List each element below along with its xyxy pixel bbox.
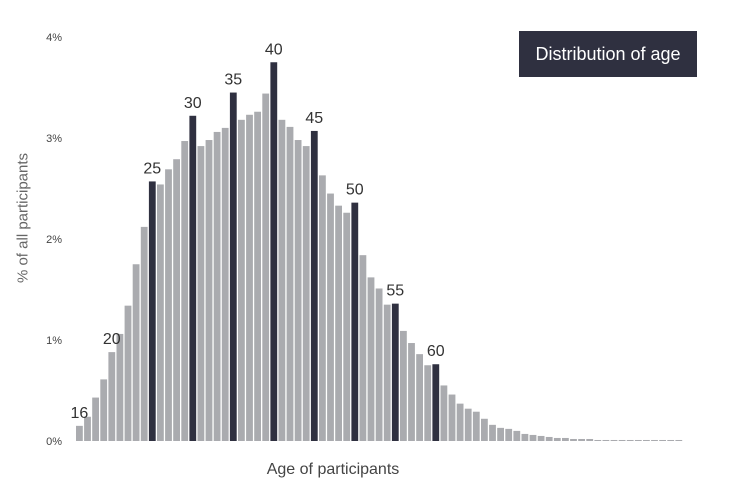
bar-label-55: 55 <box>386 283 404 300</box>
bar-age-59 <box>424 365 432 441</box>
bar-age-51 <box>359 255 367 441</box>
bar-age-37 <box>246 114 253 442</box>
bar-age-53 <box>375 288 383 441</box>
bar-age-76 <box>562 437 569 441</box>
bar-age-79 <box>586 438 594 441</box>
bar-age-72 <box>529 434 537 441</box>
bar-age-48 <box>335 205 342 441</box>
y-tick-label: 4% <box>46 32 62 44</box>
bar-age-78 <box>578 438 585 441</box>
bar-age-24 <box>140 226 148 441</box>
bar-age-35 <box>229 92 237 442</box>
bar-age-19 <box>100 379 108 441</box>
bar-label-50: 50 <box>346 182 364 199</box>
bar-age-90 <box>675 439 683 441</box>
bar-age-31 <box>197 146 205 441</box>
bar-age-89 <box>667 439 675 441</box>
bar-age-60 <box>432 364 440 441</box>
bar-age-50 <box>351 202 359 441</box>
bar-age-41 <box>278 119 286 441</box>
bar-age-42 <box>286 126 294 441</box>
bar-age-52 <box>367 277 375 441</box>
bar-age-57 <box>408 343 415 441</box>
bar-label-25: 25 <box>143 160 161 177</box>
bar-age-47 <box>327 193 334 441</box>
bar-age-77 <box>570 438 577 441</box>
bar-age-39 <box>262 93 270 441</box>
bar-age-44 <box>302 146 310 441</box>
y-axis-label: % of all participants <box>14 152 32 284</box>
y-tick-label: 2% <box>46 234 62 246</box>
bar-age-38 <box>254 111 261 442</box>
bar-age-84 <box>626 439 634 441</box>
bar-age-23 <box>132 264 140 441</box>
bar-age-87 <box>651 439 658 441</box>
x-axis-label: Age of participants <box>266 461 400 478</box>
bar-age-61 <box>440 385 448 441</box>
bar-age-33 <box>213 131 221 441</box>
bar-age-86 <box>643 439 650 441</box>
bar-age-32 <box>205 140 213 441</box>
bar-age-74 <box>545 436 553 441</box>
bar-label-35: 35 <box>224 72 242 89</box>
bar-age-21 <box>116 333 124 441</box>
bar-age-17 <box>84 416 91 441</box>
y-axis-ticks: 0% 1% 2% 3% 4% <box>46 32 62 448</box>
bar-age-82 <box>610 439 618 441</box>
bar-age-55 <box>391 303 399 441</box>
bar-age-58 <box>416 354 423 441</box>
bar-age-46 <box>319 175 326 441</box>
bar-labels: 16 20 25 30 35 40 45 50 55 60 <box>71 41 445 422</box>
bar-label-40: 40 <box>265 41 283 58</box>
bar-label-16: 16 <box>71 405 89 422</box>
y-tick-label: 1% <box>46 335 62 347</box>
bar-age-63 <box>456 403 464 441</box>
bar-age-26 <box>157 184 164 441</box>
bar-age-71 <box>521 433 529 441</box>
bar-age-25 <box>148 181 156 441</box>
bar-age-62 <box>448 394 456 441</box>
bar-label-45: 45 <box>305 110 323 127</box>
bar-age-28 <box>173 159 180 441</box>
bar-age-18 <box>92 397 99 441</box>
bar-age-67 <box>489 424 496 441</box>
bar-age-81 <box>602 439 610 441</box>
bar-age-49 <box>343 212 351 441</box>
bar-age-34 <box>221 127 229 442</box>
bar-age-88 <box>659 439 666 441</box>
bar-age-69 <box>505 428 513 441</box>
bar-label-30: 30 <box>184 95 202 112</box>
bar-age-45 <box>310 130 318 441</box>
bars <box>76 62 683 442</box>
bar-age-68 <box>497 427 504 441</box>
bar-age-73 <box>537 435 545 441</box>
bar-age-83 <box>618 439 626 441</box>
y-tick-label: 3% <box>46 133 62 145</box>
bar-age-22 <box>124 305 132 441</box>
bar-age-43 <box>294 140 302 441</box>
bar-age-65 <box>472 411 480 441</box>
bar-label-60: 60 <box>427 343 445 360</box>
y-tick-label: 0% <box>46 436 62 448</box>
bar-age-56 <box>400 330 407 441</box>
bar-age-66 <box>481 418 488 441</box>
bar-age-70 <box>513 430 521 441</box>
bar-age-36 <box>238 119 245 441</box>
bar-age-27 <box>165 169 172 441</box>
bar-age-54 <box>383 304 391 441</box>
chart-title: Distribution of age <box>519 31 697 77</box>
bar-age-40 <box>270 62 278 441</box>
bar-label-20: 20 <box>103 331 121 348</box>
bar-age-20 <box>108 352 116 441</box>
bar-age-29 <box>181 141 189 441</box>
bar-age-80 <box>594 439 602 441</box>
bar-age-64 <box>464 408 472 441</box>
bar-age-85 <box>634 439 642 441</box>
bar-age-30 <box>189 115 197 441</box>
bar-age-16 <box>76 425 83 441</box>
bar-age-75 <box>553 437 561 441</box>
